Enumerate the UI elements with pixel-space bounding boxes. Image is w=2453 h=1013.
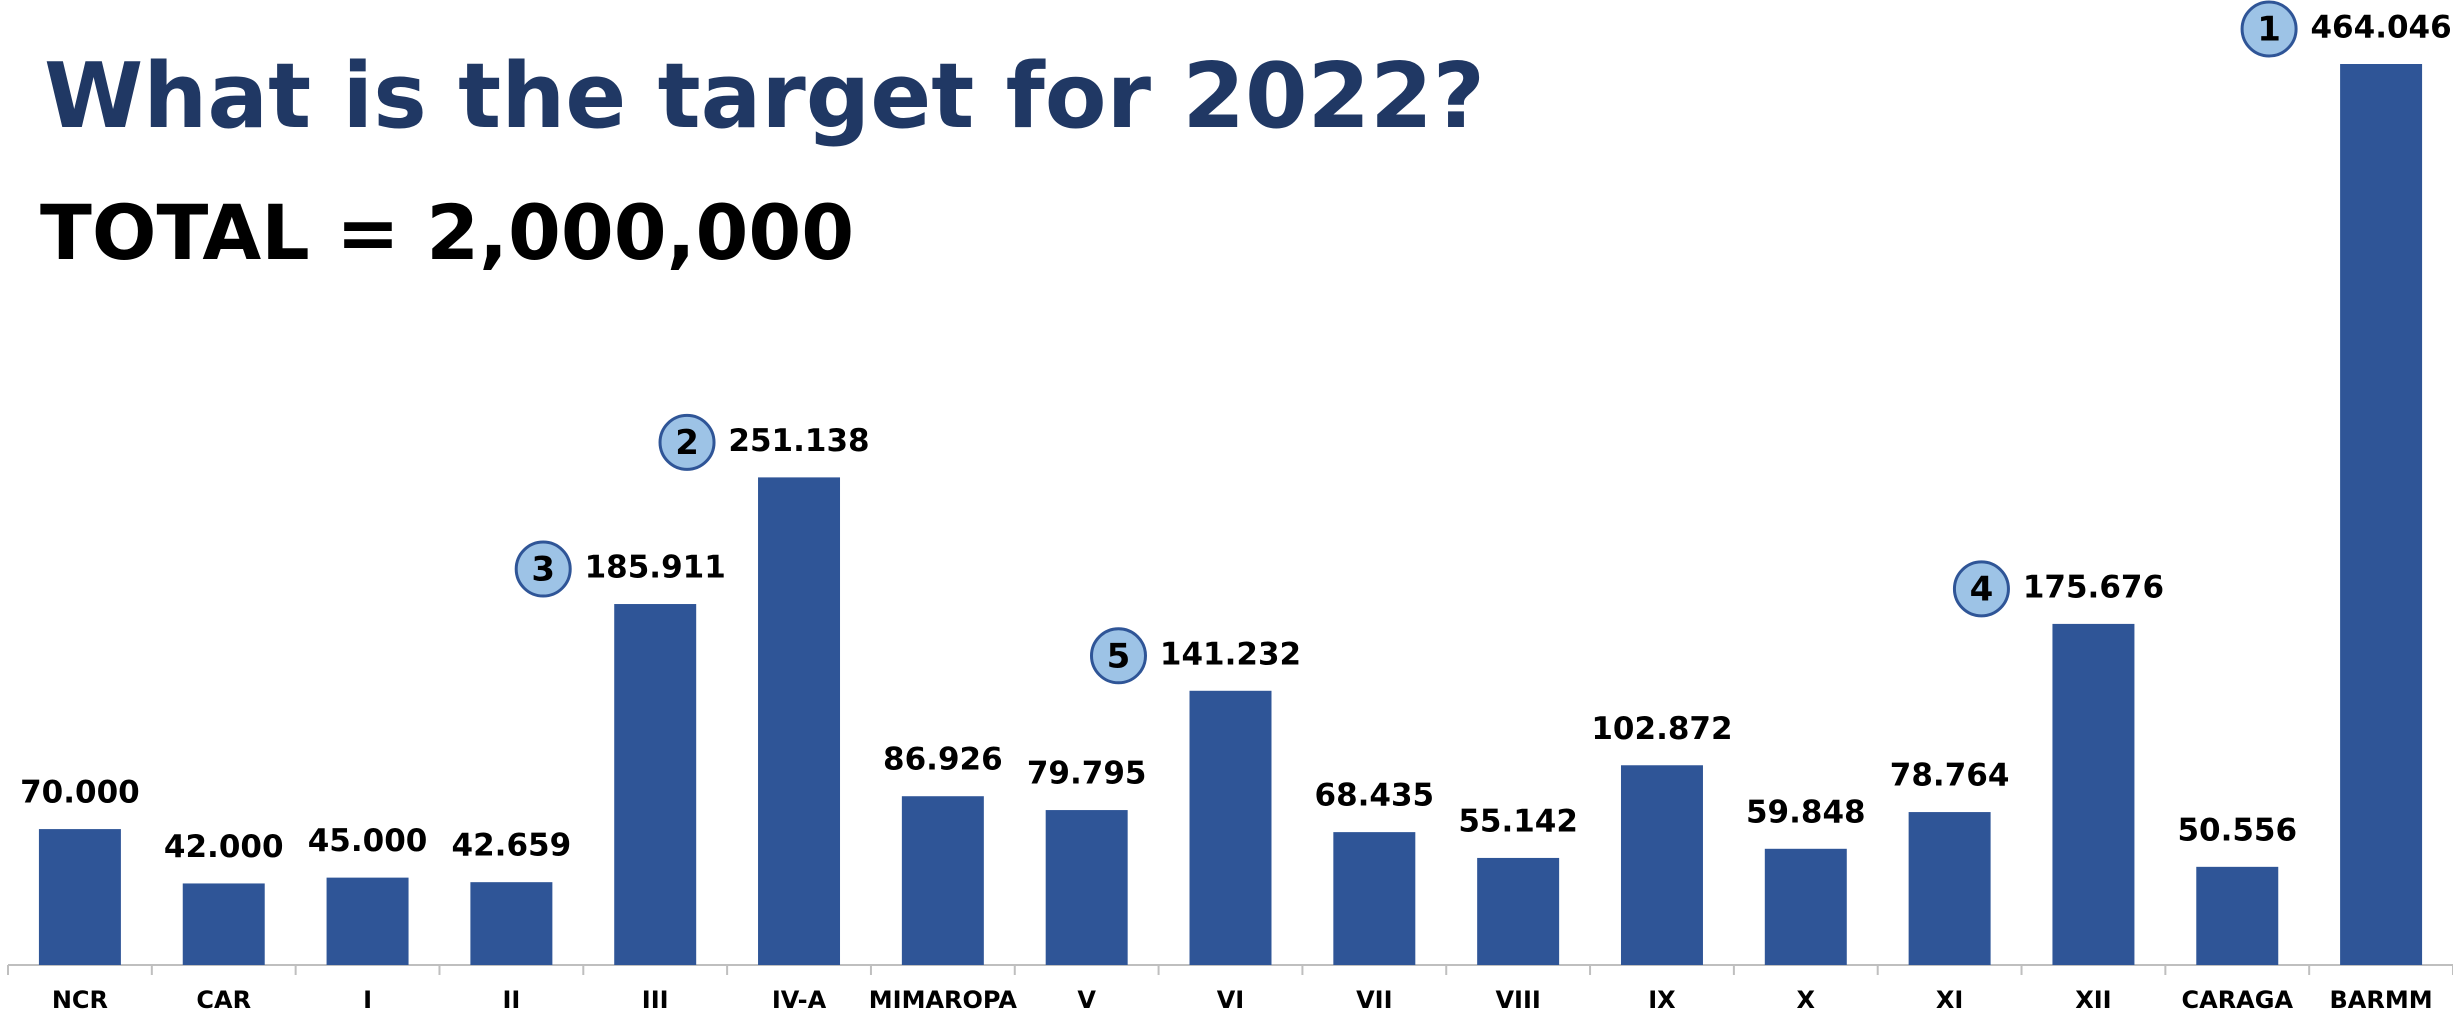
x-tick-label: IX [1648,986,1676,1013]
x-tick-label: VIII [1495,986,1540,1013]
bar [1046,810,1128,965]
bar [2196,867,2278,965]
x-tick-label: MIMAROPA [869,986,1018,1013]
value-label: 86.926 [883,742,1003,778]
chart-title: What is the target for 2022? [44,44,1485,149]
value-label: 141.232 [1160,636,1301,672]
x-tick-label: I [363,986,372,1013]
value-label: 50.556 [2177,812,2297,848]
x-tick-label: BARMM [2330,986,2433,1013]
bar [183,883,265,965]
rank-label: 1 [2257,10,2281,50]
bar [758,477,840,965]
x-tick-label: CARAGA [2182,986,2294,1013]
value-label: 59.848 [1746,794,1866,830]
rank-label: 2 [675,423,699,463]
x-tick-label: VII [1356,986,1392,1013]
bar [1621,765,1703,965]
value-label: 79.795 [1027,756,1147,792]
value-label: 185.911 [585,550,726,586]
x-tick-label: NCR [52,986,108,1013]
x-tick-label: VI [1217,986,1245,1013]
bar [2052,624,2134,965]
bar [1477,858,1559,965]
bar [470,882,552,965]
x-tick-label: V [1077,986,1096,1013]
x-tick-label: III [642,986,669,1013]
rank-label: 5 [1107,636,1131,676]
chart-subtitle: TOTAL = 2,000,000 [40,188,854,277]
bar [39,829,121,965]
bar [614,604,696,965]
value-label: 68.435 [1315,778,1435,814]
value-label: 55.142 [1458,803,1578,839]
bar [327,878,409,965]
value-label: 175.676 [2023,569,2164,605]
x-tick-label: X [1797,986,1816,1013]
bar [902,796,984,965]
bar [1909,812,1991,965]
bar [2340,64,2422,965]
x-tick-label: XII [2075,986,2111,1013]
x-tick-label: II [502,986,520,1013]
x-tick-label: IV-A [772,986,827,1013]
value-label: 464.046 [2310,10,2451,46]
bar [1333,832,1415,965]
value-label: 42.659 [452,828,572,864]
value-label: 42.000 [164,829,284,865]
chart: What is the target for 2022? TOTAL = 2,0… [0,0,2453,1013]
value-label: 70.000 [20,775,140,811]
value-label: 78.764 [1890,758,2010,794]
x-tick-label: CAR [196,986,251,1013]
bar [1765,849,1847,965]
value-label: 102.872 [1591,711,1732,747]
value-label: 45.000 [308,823,428,859]
bar [1190,691,1272,965]
value-label: 251.138 [728,423,869,459]
rank-label: 4 [1970,569,1994,609]
rank-label: 3 [531,550,555,590]
x-tick-label: XI [1936,986,1963,1013]
